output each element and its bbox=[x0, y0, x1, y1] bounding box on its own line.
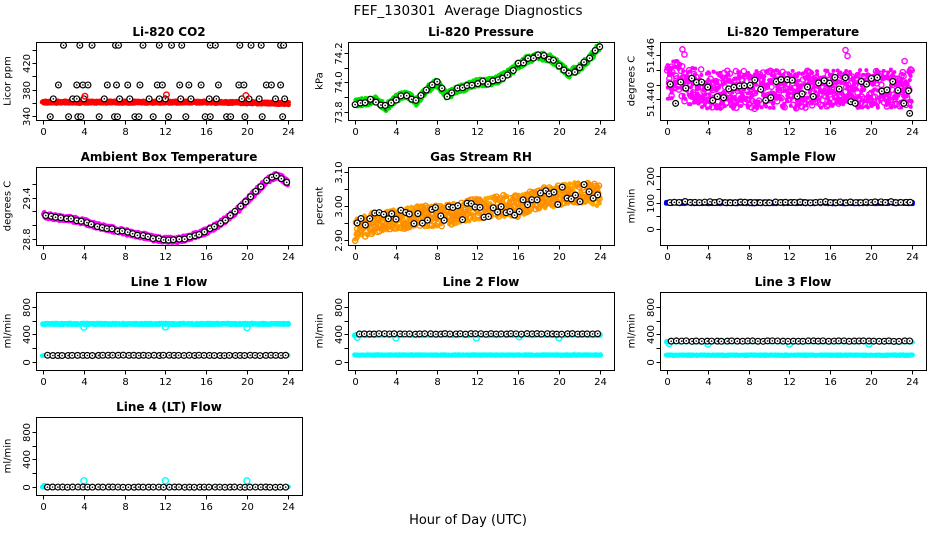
plot-canvas-li820-temperature bbox=[624, 20, 936, 145]
plot-canvas-li820-pressure bbox=[312, 20, 624, 145]
plot-canvas-ambient-box-temperature bbox=[0, 145, 312, 270]
plot-canvas-line3-flow bbox=[624, 270, 936, 395]
panel-line4-lt-flow: Line 4 (LT) Flow ml/min bbox=[0, 395, 312, 520]
panel-li820-co2: Li-820 CO2 Licor ppm bbox=[0, 20, 312, 145]
panel-gas-stream-rh: Gas Stream RH percent bbox=[312, 145, 624, 270]
panel-ambient-box-temperature: Ambient Box Temperature degrees C bbox=[0, 145, 312, 270]
plot-canvas-gas-stream-rh bbox=[312, 145, 624, 270]
plot-canvas-sample-flow bbox=[624, 145, 936, 270]
panel-sample-flow: Sample Flow ml/min bbox=[624, 145, 936, 270]
plot-canvas-line2-flow bbox=[312, 270, 624, 395]
plot-canvas-line4-lt-flow bbox=[0, 395, 312, 520]
x-axis-label: Hour of Day (UTC) bbox=[409, 513, 527, 528]
panel-li820-temperature: Li-820 Temperature degrees C bbox=[624, 20, 936, 145]
panel-line2-flow: Line 2 Flow ml/min bbox=[312, 270, 624, 395]
plot-canvas-line1-flow bbox=[0, 270, 312, 395]
figure-title: FEF_130301 Average Diagnostics bbox=[353, 3, 583, 19]
panel-li820-pressure: Li-820 Pressure kPa bbox=[312, 20, 624, 145]
panel-line3-flow: Line 3 Flow ml/min bbox=[624, 270, 936, 395]
panel-line1-flow: Line 1 Flow ml/min bbox=[0, 270, 312, 395]
plot-canvas-li820-co2 bbox=[0, 20, 312, 145]
